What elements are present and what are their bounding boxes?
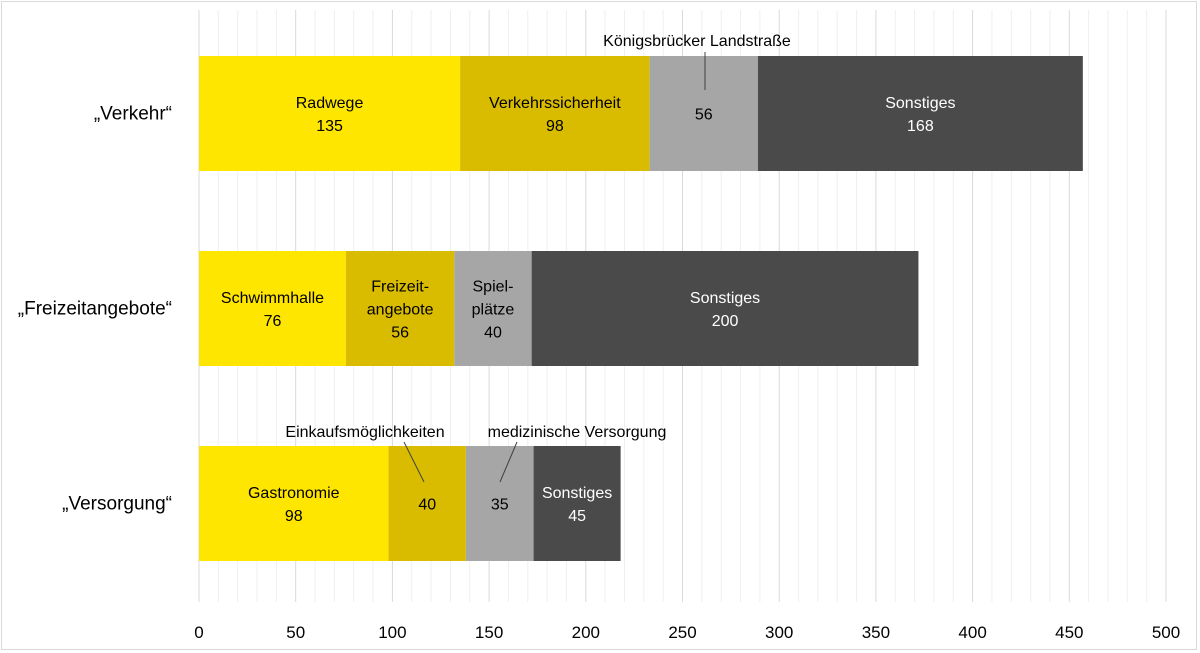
bar-segment — [460, 56, 650, 171]
bar-segment — [531, 251, 919, 366]
x-tick-label: 450 — [1055, 623, 1083, 642]
x-tick-label: 350 — [862, 623, 890, 642]
data-label: Spiel-plätze 40 — [472, 279, 515, 342]
data-label: Sonstiges 45 — [542, 485, 612, 525]
x-tick-label: 50 — [286, 623, 305, 642]
x-tick-label: 250 — [668, 623, 696, 642]
bar-segment — [465, 446, 534, 561]
x-tick-label: 500 — [1152, 623, 1180, 642]
bar-segment — [649, 56, 758, 171]
bar-segment — [757, 56, 1083, 171]
x-tick-label: 300 — [765, 623, 793, 642]
data-label: Sonstiges 200 — [690, 290, 760, 330]
data-label: Schwimmhalle 76 — [221, 290, 324, 330]
x-tick-label: 0 — [194, 623, 203, 642]
bar-segment — [533, 446, 621, 561]
category-label: „Verkehr“ — [94, 104, 172, 125]
bar-segment — [199, 446, 389, 561]
data-label: Verkehrssicherheit 98 — [489, 95, 621, 135]
bar-segment — [345, 251, 455, 366]
bar-segment — [454, 251, 532, 366]
callout-leader-line — [499, 441, 518, 483]
callout-label: medizinische Versorgung — [488, 424, 667, 441]
data-label: Freizeit-angebote 56 — [367, 279, 434, 342]
category-label: „Freizeitangebote“ — [18, 299, 172, 320]
data-value-label: 40 — [418, 497, 436, 514]
bar-segment — [388, 446, 466, 561]
bar-segment — [199, 56, 461, 171]
callout-leader-line — [403, 441, 425, 483]
data-label: Sonstiges 168 — [885, 95, 955, 135]
x-tick-label: 200 — [572, 623, 600, 642]
x-tick-label: 400 — [958, 623, 986, 642]
callout-label: Königsbrücker Landstraße — [603, 33, 791, 50]
callout-label: Einkaufsmöglichkeiten — [285, 424, 444, 441]
data-value-label: 56 — [695, 107, 713, 124]
x-tick-label: 150 — [475, 623, 503, 642]
data-value-label: 35 — [491, 497, 509, 514]
x-tick-label: 100 — [378, 623, 406, 642]
data-label: Gastronomie 98 — [248, 485, 340, 525]
category-label: „Versorgung“ — [62, 494, 172, 515]
bar-segment — [199, 251, 346, 366]
data-label: Radwege 135 — [296, 95, 364, 135]
